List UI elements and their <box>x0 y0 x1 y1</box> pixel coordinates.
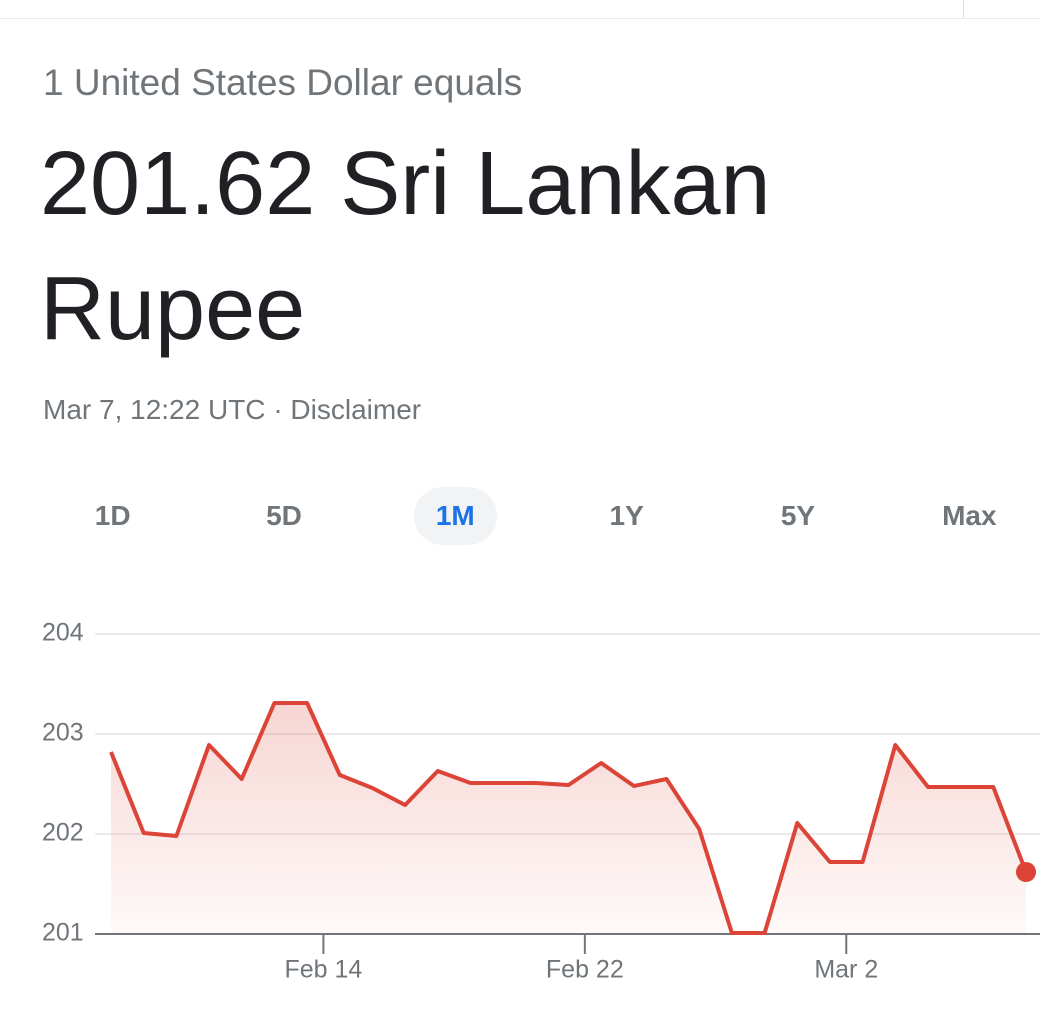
line <box>109 701 1028 935</box>
x-tick-label: Feb 14 <box>284 956 362 984</box>
y-tick-label: 201 <box>42 919 84 947</box>
range-tab-label: 1M <box>413 487 497 545</box>
y-tick-label: 202 <box>42 819 84 847</box>
separator: · <box>273 394 283 425</box>
area <box>111 703 1026 934</box>
x-tick-label: Feb 22 <box>546 956 624 984</box>
range-tabs: 1D 5D 1M 1Y 5Y Max <box>27 486 1040 546</box>
intro: 1 United States Dollar equals <box>43 62 523 103</box>
range-tab-label: 5D <box>266 500 302 531</box>
divider <box>963 0 964 18</box>
range-tab[interactable]: 1M <box>370 486 541 546</box>
disclaimer[interactable]: Disclaimer <box>290 394 422 425</box>
result: 201.62 Sri Lankan Rupee <box>40 134 771 359</box>
range-tab[interactable]: 1Y <box>541 486 712 546</box>
range-tab-label: Max <box>942 500 997 531</box>
range-tab-label: 5Y <box>780 500 816 531</box>
range-tab[interactable]: Max <box>884 486 1040 546</box>
range-tab[interactable]: 5D <box>198 486 369 546</box>
y-tick-label: 203 <box>42 719 84 747</box>
range-tab[interactable]: 5Y <box>712 486 883 546</box>
current-point <box>1016 862 1036 882</box>
y-tick-label: 204 <box>42 619 84 647</box>
timestamp-row: Mar 7, 12:22 UTC · Disclaimer <box>43 394 421 426</box>
range-tab[interactable]: 1D <box>27 486 198 546</box>
range-tab-label: 1Y <box>609 500 644 531</box>
x-tick-label: Mar 2 <box>814 956 878 984</box>
top-bar <box>0 0 1040 19</box>
range-tab-label: 1D <box>94 500 131 531</box>
timestamp: Mar 7, 12:22 UTC <box>43 394 266 425</box>
